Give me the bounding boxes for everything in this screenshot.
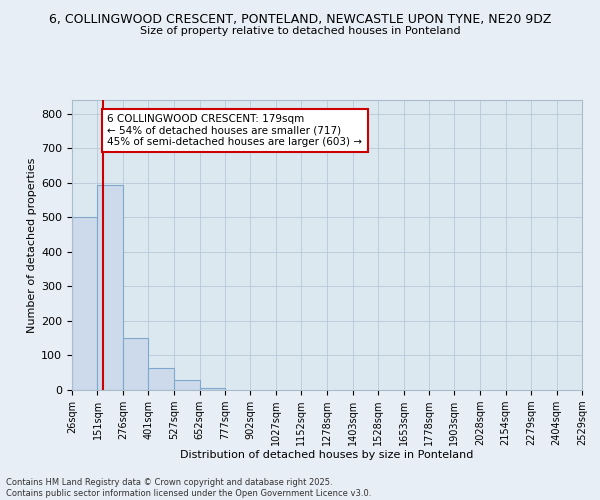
Bar — [123, 338, 148, 390]
Bar — [200, 388, 225, 390]
Bar — [148, 368, 174, 390]
Bar — [97, 184, 123, 390]
Text: Contains HM Land Registry data © Crown copyright and database right 2025.
Contai: Contains HM Land Registry data © Crown c… — [6, 478, 371, 498]
Text: 6, COLLINGWOOD CRESCENT, PONTELAND, NEWCASTLE UPON TYNE, NE20 9DZ: 6, COLLINGWOOD CRESCENT, PONTELAND, NEWC… — [49, 12, 551, 26]
Text: 6 COLLINGWOOD CRESCENT: 179sqm
← 54% of detached houses are smaller (717)
45% of: 6 COLLINGWOOD CRESCENT: 179sqm ← 54% of … — [107, 114, 362, 147]
Text: Size of property relative to detached houses in Ponteland: Size of property relative to detached ho… — [140, 26, 460, 36]
Bar — [72, 218, 97, 390]
X-axis label: Distribution of detached houses by size in Ponteland: Distribution of detached houses by size … — [181, 450, 473, 460]
Y-axis label: Number of detached properties: Number of detached properties — [27, 158, 37, 332]
Bar — [174, 380, 200, 390]
